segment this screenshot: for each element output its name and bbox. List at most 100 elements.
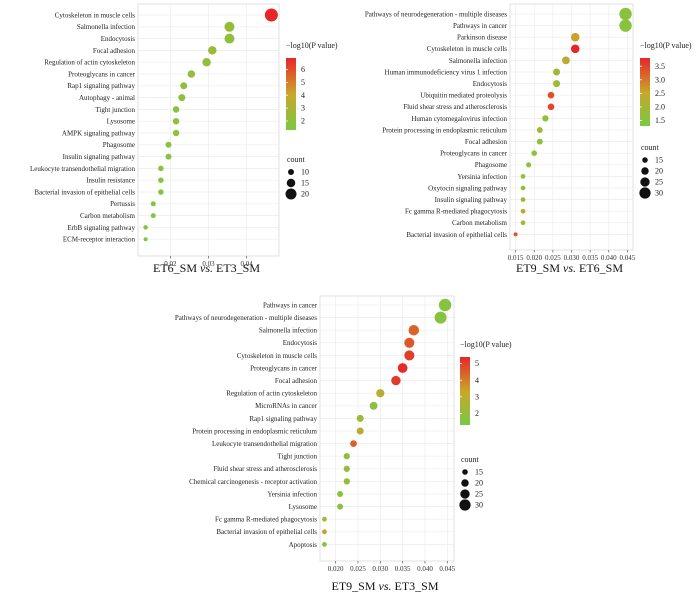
x-tick-label: 0.015 [508,254,524,262]
category-label: Focal adhesion [275,377,318,385]
category-label: Pertussis [110,200,135,208]
size-legend-label: 20 [655,167,663,176]
category-label: Proteoglycans in cancer [440,150,508,158]
color-legend-label: 2 [301,117,305,126]
x-axis-title: ET9_SM vs. ET6_SM [516,261,623,275]
category-label: Leukocyte transendothelial migration [212,440,317,448]
size-legend-dot [285,188,297,200]
category-label: Phagosome [475,161,507,169]
data-point [408,324,420,336]
data-point [531,150,537,156]
size-legend: count 15 20 25 30 [459,455,483,511]
data-point [536,138,543,145]
x-axis-title: ET6_SM vs. ET3_SM [153,261,260,275]
color-legend-label: 2 [475,409,479,418]
data-point [562,56,570,65]
x-tick-label: 0.020 [526,254,542,262]
category-label: AMPK signaling pathway [62,129,136,137]
category-label: Fc gamma R-mediated phagocytosis [215,516,317,524]
x-axis-title-part: ET3_SM [392,579,439,593]
size-legend-label: 15 [655,156,663,165]
data-point [536,127,543,133]
category-label: Autophagy - animal [79,94,135,102]
x-tick-label: 0.040 [601,254,617,262]
x-tick-label: 0.02 [164,260,177,268]
data-point [322,529,327,535]
data-point [570,44,580,54]
data-point [376,389,385,398]
category-label: Pathways in cancer [263,301,318,309]
color-legend-title: −log10(P value) [460,340,512,349]
size-legend: count 10 15 20 [285,155,309,200]
x-tick-label: 0.035 [395,565,411,573]
data-point [224,21,235,32]
data-point [404,350,415,361]
category-label: Endocytosis [473,80,507,88]
category-label: Ubiquitin mediated proteolysis [420,92,507,100]
x-axis-title-part: ET9_SM [331,579,378,593]
x-tick-label: 0.030 [372,565,388,573]
x-axis-title: ET9_SM vs. ET3_SM [331,579,438,593]
chart-panel-2: 0.015 0.020 0.025 0.030 0.035 0.040 0.045 Pathw… [365,3,692,275]
data-point [547,103,555,111]
category-label: Proteoglycans in cancer [250,364,318,372]
category-label: Pathways in cancer [453,22,508,30]
category-label: Rap1 signaling pathway [67,82,135,90]
data-point [434,311,447,324]
category-label: Insulin resistance [86,177,135,185]
category-label: Cytoskeleton in muscle cells [55,11,136,19]
x-axis-title-part: ET3_SM [213,261,260,275]
category-label: Bacterial invasion of epithelial cells [216,528,317,536]
category-label: Lysosome [107,118,135,126]
category-label: Fluid shear stress and atherosclerosis [403,103,507,111]
category-label: Tight junction [95,106,135,114]
category-label: Focal adhesion [465,138,508,146]
category-label: Salmonella infection [259,327,318,335]
size-legend-dot [642,157,648,163]
color-legend-label: 4 [475,376,479,385]
color-legend-title: −log10(P value) [286,41,338,50]
data-point [513,232,518,237]
data-point [150,201,156,207]
category-label: Rap1 signaling pathway [249,415,317,423]
category-label: Tight junction [277,453,317,461]
size-legend-dot [462,469,468,475]
size-legend-dot [286,178,296,188]
category-label: Carbon metabolism [452,219,508,227]
data-point [526,162,532,168]
data-point [337,503,344,510]
data-point [356,414,364,422]
data-point [542,115,549,122]
x-tick-label: 0.045 [439,565,455,573]
category-label: Protein processing in endoplasmic reticu… [192,427,317,435]
category-label: Regulation of actin cytoskeleton [44,59,135,67]
x-tick-label: 0.020 [328,565,344,573]
size-legend-title: count [641,143,660,152]
color-legend-label: 2.0 [655,103,665,112]
data-point [150,213,156,219]
category-label: Human immunodeficiency virus 1 infection [385,68,508,76]
x-tick-label: 0.030 [564,254,580,262]
category-label: Insulin signaling pathway [435,196,508,204]
data-point [520,185,526,191]
size-legend-dot [288,169,294,175]
data-point [158,177,164,183]
category-label: Yersinia infection [457,173,507,181]
x-tick-label: 0.03 [202,260,215,268]
size-legend-label: 25 [475,490,483,499]
data-point [172,129,180,137]
category-label: Fluid shear stress and atherosclerosis [213,465,317,473]
category-label: Fc gamma R-mediated phagocytosis [405,208,507,216]
size-legend-label: 25 [655,178,663,187]
category-label: Salmonella infection [77,23,136,31]
category-label: Insulin signaling pathway [63,153,136,161]
category-label: Salmonella infection [449,57,508,65]
data-point [202,57,211,67]
data-point [165,153,172,160]
x-tick-label: 0.025 [350,565,366,573]
chart-panel-1: 0.02 0.03 0.04 Cytoskeleton in muscle cells… [30,3,338,275]
data-point [553,68,561,76]
data-point [553,80,561,88]
data-point [172,106,180,113]
